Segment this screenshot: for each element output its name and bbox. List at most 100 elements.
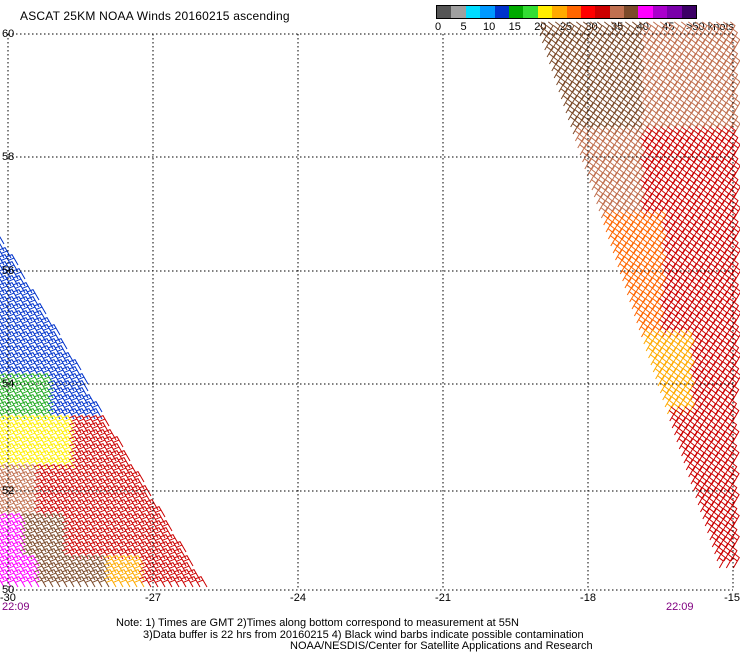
wind-barb bbox=[20, 330, 33, 343]
wind-barb bbox=[20, 393, 33, 406]
wind-barb bbox=[55, 456, 68, 469]
wind-barb bbox=[181, 575, 194, 588]
colorbar-segment bbox=[451, 6, 466, 18]
wind-barb bbox=[62, 449, 75, 462]
wind-barb bbox=[132, 533, 145, 546]
wind-barb bbox=[48, 379, 61, 392]
latitude-tick-label: 52 bbox=[2, 485, 14, 497]
wind-barb bbox=[55, 554, 68, 567]
wind-barb bbox=[125, 477, 138, 490]
wind-barb bbox=[69, 568, 82, 581]
wind-barb bbox=[34, 421, 47, 434]
wind-barb bbox=[55, 561, 68, 574]
wind-barb bbox=[0, 383, 5, 392]
wind-barb bbox=[34, 477, 47, 490]
wind-barb bbox=[118, 512, 131, 525]
wind-barb bbox=[41, 498, 54, 511]
wind-barb bbox=[0, 306, 5, 315]
wind-barb bbox=[6, 274, 19, 287]
wind-barb bbox=[0, 439, 5, 448]
wind-barb bbox=[181, 554, 194, 567]
wind-barb bbox=[97, 470, 110, 483]
wind-barb bbox=[76, 421, 89, 434]
wind-barb bbox=[0, 344, 12, 357]
wind-barb bbox=[104, 498, 117, 511]
wind-barb bbox=[132, 512, 145, 525]
wind-barb bbox=[0, 526, 12, 539]
wind-barb bbox=[0, 260, 12, 273]
wind-barb bbox=[20, 421, 33, 434]
wind-barb bbox=[160, 568, 173, 581]
longitude-tick-label: -21 bbox=[435, 592, 451, 604]
wind-barb bbox=[41, 400, 54, 413]
colorbar-segment bbox=[465, 6, 481, 18]
wind-barb bbox=[20, 575, 33, 588]
wind-barb bbox=[0, 530, 5, 539]
colorbar-segment bbox=[537, 6, 553, 18]
wind-barb bbox=[125, 491, 138, 504]
wind-barb bbox=[733, 140, 740, 156]
wind-speed-colorbar bbox=[436, 5, 697, 19]
wind-barb bbox=[104, 512, 117, 525]
wind-barb bbox=[6, 386, 19, 399]
wind-barb bbox=[132, 477, 145, 490]
wind-barb bbox=[48, 351, 61, 364]
wind-barb bbox=[41, 358, 54, 371]
wind-barb bbox=[41, 477, 54, 490]
wind-barb bbox=[13, 498, 26, 511]
wind-barb bbox=[6, 477, 19, 490]
wind-barb bbox=[732, 511, 740, 527]
wind-barb bbox=[153, 554, 166, 567]
wind-barb bbox=[0, 236, 5, 245]
wind-barb bbox=[733, 182, 740, 198]
wind-barb bbox=[55, 477, 68, 490]
wind-barb bbox=[6, 365, 19, 378]
wind-barb bbox=[55, 463, 68, 476]
wind-barb bbox=[69, 519, 82, 532]
wind-barb bbox=[34, 449, 47, 462]
wind-barb bbox=[731, 469, 740, 485]
wind-barb bbox=[118, 540, 131, 553]
wind-barb bbox=[69, 477, 82, 490]
wind-barb bbox=[34, 547, 47, 560]
wind-barb bbox=[13, 477, 26, 490]
wind-barb bbox=[118, 477, 131, 490]
wind-barb bbox=[27, 386, 40, 399]
wind-barb bbox=[167, 547, 180, 560]
wind-barb bbox=[20, 295, 33, 308]
wind-barb bbox=[20, 316, 33, 329]
wind-barb bbox=[0, 379, 12, 392]
wind-barb bbox=[34, 554, 47, 567]
wind-barb bbox=[27, 421, 40, 434]
wind-barb bbox=[48, 365, 61, 378]
wind-barb bbox=[118, 463, 131, 476]
wind-barb bbox=[0, 288, 12, 301]
wind-barb bbox=[27, 337, 40, 350]
wind-barb bbox=[41, 512, 54, 525]
wind-barb bbox=[76, 477, 89, 490]
colorbar-segment bbox=[667, 6, 682, 18]
wind-barb bbox=[69, 358, 82, 371]
wind-barb bbox=[90, 526, 103, 539]
wind-barb bbox=[111, 491, 124, 504]
wind-barb bbox=[55, 498, 68, 511]
wind-barb bbox=[90, 477, 103, 490]
wind-barb bbox=[97, 519, 110, 532]
wind-barb bbox=[20, 470, 33, 483]
wind-barb bbox=[160, 533, 173, 546]
wind-barb bbox=[125, 519, 138, 532]
wind-barb bbox=[41, 421, 54, 434]
wind-barb bbox=[20, 554, 33, 567]
wind-barb bbox=[20, 281, 33, 294]
wind-barb bbox=[13, 568, 26, 581]
wind-barb bbox=[20, 435, 33, 448]
wind-barb bbox=[733, 266, 740, 282]
wind-barb bbox=[48, 386, 61, 399]
wind-barb bbox=[132, 470, 145, 483]
wind-barb bbox=[62, 456, 75, 469]
wind-barb bbox=[90, 568, 103, 581]
wind-barb bbox=[153, 533, 166, 546]
wind-barb bbox=[0, 299, 5, 308]
wind-barb bbox=[34, 302, 47, 315]
wind-barb bbox=[90, 533, 103, 546]
